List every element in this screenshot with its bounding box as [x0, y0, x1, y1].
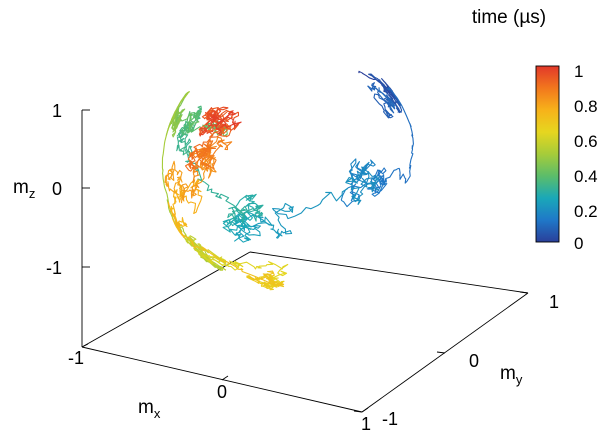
- y-tick-mark: [353, 410, 363, 413]
- trajectory-segment: [202, 254, 230, 267]
- trajectory-segment: [390, 96, 403, 114]
- trajectory-segment: [222, 215, 248, 233]
- trajectory-segment: [250, 270, 275, 283]
- trajectory-segment: [227, 205, 262, 221]
- trajectory-segment: [358, 70, 395, 96]
- x-tick-mark: [221, 375, 229, 381]
- trajectory-segment: [182, 178, 203, 201]
- x-tick-label: 1: [361, 414, 371, 431]
- trajectory-segment: [235, 193, 257, 217]
- trajectory-segment: [167, 176, 182, 194]
- colorbar-tick-label: 0: [574, 234, 583, 253]
- y-tick-mark: [519, 291, 529, 294]
- trajectory-segment: [216, 110, 242, 129]
- z-axis-label-main: m: [13, 177, 29, 198]
- x-axis-label-sub: x: [154, 406, 161, 421]
- z-axis-label: mz: [13, 177, 35, 201]
- z-axis-label-sub: z: [29, 186, 36, 201]
- y-tick-mark: [436, 351, 446, 354]
- x-tick-label: 0: [217, 382, 227, 402]
- x-tick-mark: [81, 343, 89, 348]
- trajectory-segment: [171, 115, 182, 138]
- trajectory-segment: [195, 136, 233, 158]
- trajectory-segment: [195, 245, 275, 285]
- trajectory-segment: [161, 123, 171, 205]
- trajectory-segment: [234, 225, 261, 239]
- colorbar-tick-label: 0.4: [574, 167, 598, 186]
- x-tick-mark: [361, 407, 369, 413]
- trajectory-segment: [184, 152, 196, 172]
- trajectory-segment: [398, 145, 414, 184]
- colorbar-tick-label: 0.6: [574, 132, 598, 151]
- trajectory-segment: [189, 128, 225, 159]
- y-axis-line: [361, 292, 529, 413]
- y-tick-label: 1: [549, 292, 559, 312]
- trajectory-segment: [164, 169, 175, 188]
- trajectory-segment: [268, 281, 285, 288]
- trajectory-segment: [176, 217, 188, 229]
- y-tick-label: 0: [469, 351, 479, 371]
- x-axis-label: mx: [138, 397, 161, 421]
- trajectory-segment: [186, 110, 202, 130]
- trajectory-series: [161, 70, 414, 291]
- z-tick-label: -1: [46, 258, 62, 278]
- trajectory-segment: [192, 150, 211, 170]
- colorbar-tick-label: 0.2: [574, 202, 598, 221]
- x-tick-label: -1: [68, 348, 84, 368]
- trajectory-segment: [172, 189, 180, 217]
- trajectory-segment: [246, 275, 268, 286]
- z-tick-label: 1: [52, 101, 62, 121]
- trajectory-segment: [180, 183, 198, 204]
- colorbar: time (µs) 1 0.8 0.6 0.4 0.2 0: [472, 7, 598, 253]
- z-tick-label: 0: [52, 179, 62, 199]
- y-tick-label: -1: [382, 409, 398, 429]
- colorbar-rect: [535, 65, 560, 243]
- back-left-floor-line: [81, 251, 251, 348]
- y-axis-label-sub: y: [516, 372, 523, 387]
- colorbar-tick-label: 0.8: [574, 97, 598, 116]
- trajectory-segment: [167, 204, 188, 238]
- axis-frame: [81, 110, 529, 413]
- trajectory-segment: [260, 282, 274, 291]
- tick-marks: [81, 109, 529, 413]
- trajectory-segment: [345, 176, 360, 205]
- back-right-floor-line: [249, 251, 529, 294]
- colorbar-label: time (µs): [472, 7, 546, 28]
- trajectory-segment: [194, 151, 217, 173]
- trajectory-segment: [190, 143, 217, 170]
- trajectory-segment: [208, 114, 227, 136]
- colorbar-tick-label: 1: [574, 62, 583, 81]
- trajectory-segment: [196, 140, 214, 158]
- y-axis-label-main: m: [500, 363, 516, 384]
- trajectory-segment: [272, 188, 348, 220]
- trajectory-segment: [373, 93, 394, 119]
- trajectory-segment: [368, 73, 399, 102]
- trajectory-segment: [374, 167, 400, 186]
- trajectory-segment: [170, 91, 190, 123]
- trajectory-segment: [167, 160, 183, 183]
- trajectory-segment: [386, 87, 414, 150]
- trajectory-segment: [356, 161, 370, 184]
- trajectory-segment: [183, 234, 204, 250]
- trajectory-segment: [203, 181, 245, 224]
- trajectory-segment: [227, 260, 244, 271]
- trajectory-segment: [378, 87, 396, 110]
- trajectory-segment: [274, 202, 294, 239]
- x-axis-label-main: m: [138, 397, 154, 418]
- trajectory-segment: [167, 201, 182, 229]
- trajectory-segment: [244, 204, 264, 222]
- trajectory-segment: [340, 176, 377, 208]
- trajectory-segment: [356, 180, 380, 206]
- y-axis-label: my: [500, 363, 523, 387]
- trajectory-segment: [234, 261, 289, 274]
- trajectory-segment: [179, 132, 193, 157]
- trajectory-segment: [229, 213, 252, 236]
